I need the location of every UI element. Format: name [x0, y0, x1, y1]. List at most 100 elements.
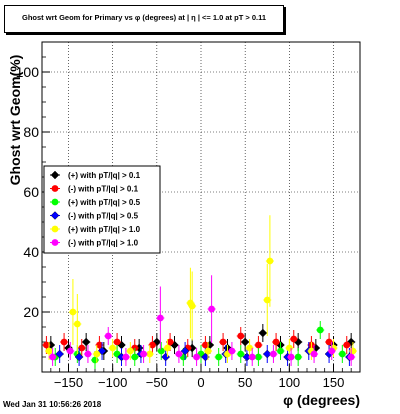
data-point: [96, 341, 103, 349]
x-tick-label: −100: [98, 375, 127, 390]
data-point: [91, 356, 99, 364]
data-point: [175, 350, 183, 358]
data-point: [325, 338, 333, 346]
data-point: [43, 341, 50, 349]
data-point: [93, 350, 101, 358]
data-point: [219, 338, 227, 346]
data-point: [180, 346, 190, 356]
data-point: [149, 341, 156, 349]
y-tick-label: 60: [23, 184, 39, 200]
data-point: [166, 338, 174, 346]
legend-marker: [50, 170, 60, 180]
data-point: [294, 353, 302, 361]
data-point: [215, 353, 223, 361]
data-point: [349, 347, 357, 355]
data-point: [45, 347, 53, 355]
legend-marker: [51, 198, 59, 206]
x-tick-label: −50: [146, 375, 168, 390]
data-point: [193, 353, 200, 361]
legend-marker: [50, 211, 60, 220]
data-point: [104, 332, 112, 340]
data-point: [97, 346, 107, 356]
data-point: [258, 328, 268, 338]
x-axis-label: φ (degrees): [283, 392, 360, 408]
data-point: [208, 305, 216, 313]
data-point: [248, 353, 256, 361]
data-point: [237, 350, 245, 358]
data-point: [49, 353, 56, 361]
data-point: [338, 350, 346, 358]
data-point: [266, 257, 274, 265]
data-point: [270, 350, 277, 358]
data-point: [347, 353, 355, 361]
legend-label: (+) with pT/|q| > 1.0: [68, 225, 141, 234]
data-point: [328, 347, 336, 355]
data-point: [146, 350, 154, 358]
chart-title: Ghost wrt Geom for Primary vs φ (degrees…: [21, 13, 267, 22]
chart-title-box: Ghost wrt Geom for Primary vs φ (degrees…: [4, 5, 284, 33]
data-points: [42, 215, 357, 369]
data-point: [262, 349, 272, 359]
data-point: [343, 341, 351, 349]
data-point: [84, 350, 92, 358]
data-point: [157, 347, 165, 355]
data-point: [246, 344, 253, 352]
data-point: [152, 337, 162, 347]
data-point: [109, 344, 117, 352]
data-point: [316, 326, 324, 334]
timestamp: Wed Jan 31 10:56:26 2018: [3, 400, 102, 409]
data-point: [74, 352, 84, 362]
data-point: [81, 337, 91, 347]
x-tick-label: 0: [197, 375, 204, 390]
x-tick-label: 100: [278, 375, 300, 390]
y-tick-label: 20: [23, 304, 39, 320]
data-point: [277, 347, 284, 355]
data-point: [310, 350, 318, 358]
data-point: [255, 341, 262, 349]
data-point: [60, 338, 68, 346]
data-point: [164, 344, 171, 352]
x-tick-label: 150: [323, 375, 345, 390]
data-point: [290, 335, 298, 343]
data-point: [255, 353, 262, 361]
x-tick-label: −150: [54, 375, 83, 390]
data-point: [55, 349, 64, 359]
legend-label: (-) with pT/|q| > 0.1: [68, 185, 139, 194]
data-point: [161, 352, 170, 362]
data-point: [263, 296, 271, 304]
data-point: [188, 302, 196, 310]
legend-label: (+) with pT/|q| > 0.5: [68, 198, 141, 207]
data-point: [240, 337, 250, 347]
data-point: [287, 353, 295, 361]
data-point: [122, 353, 130, 361]
y-axis-label: Ghost wrt Geom(%): [7, 55, 23, 186]
data-point: [126, 347, 134, 355]
data-point: [78, 344, 86, 352]
data-point: [66, 347, 74, 355]
legend-marker: [51, 185, 59, 192]
data-point: [113, 338, 121, 346]
data-point: [228, 347, 236, 355]
data-point: [156, 314, 164, 322]
data-point: [202, 341, 209, 349]
data-point: [69, 308, 77, 316]
legend-label: (-) with pT/|q| > 0.5: [68, 212, 139, 221]
y-tick-label: 40: [23, 244, 39, 260]
y-tick-label: 100: [16, 64, 40, 80]
legend-marker: [51, 225, 59, 233]
data-point: [131, 353, 139, 361]
data-point: [140, 350, 147, 358]
data-point: [73, 320, 81, 328]
y-tick-label: 80: [23, 124, 39, 140]
legend-label: (-) with pT/|q| > 1.0: [68, 239, 139, 248]
legend-label: (+) with pT/|q| > 0.1: [68, 171, 141, 180]
legend: (+) with pT/|q| > 0.1 (-) with pT/|q| > 0…: [43, 165, 161, 254]
axis-ticks: −150 −100 −50 0 50 100 150 20 40 60 80 100: [16, 41, 361, 390]
data-point: [272, 338, 280, 346]
legend-box: [43, 165, 161, 254]
legend-marker: [51, 239, 59, 246]
data-point: [237, 332, 245, 340]
x-tick-label: 50: [238, 375, 252, 390]
data-point: [285, 344, 293, 352]
